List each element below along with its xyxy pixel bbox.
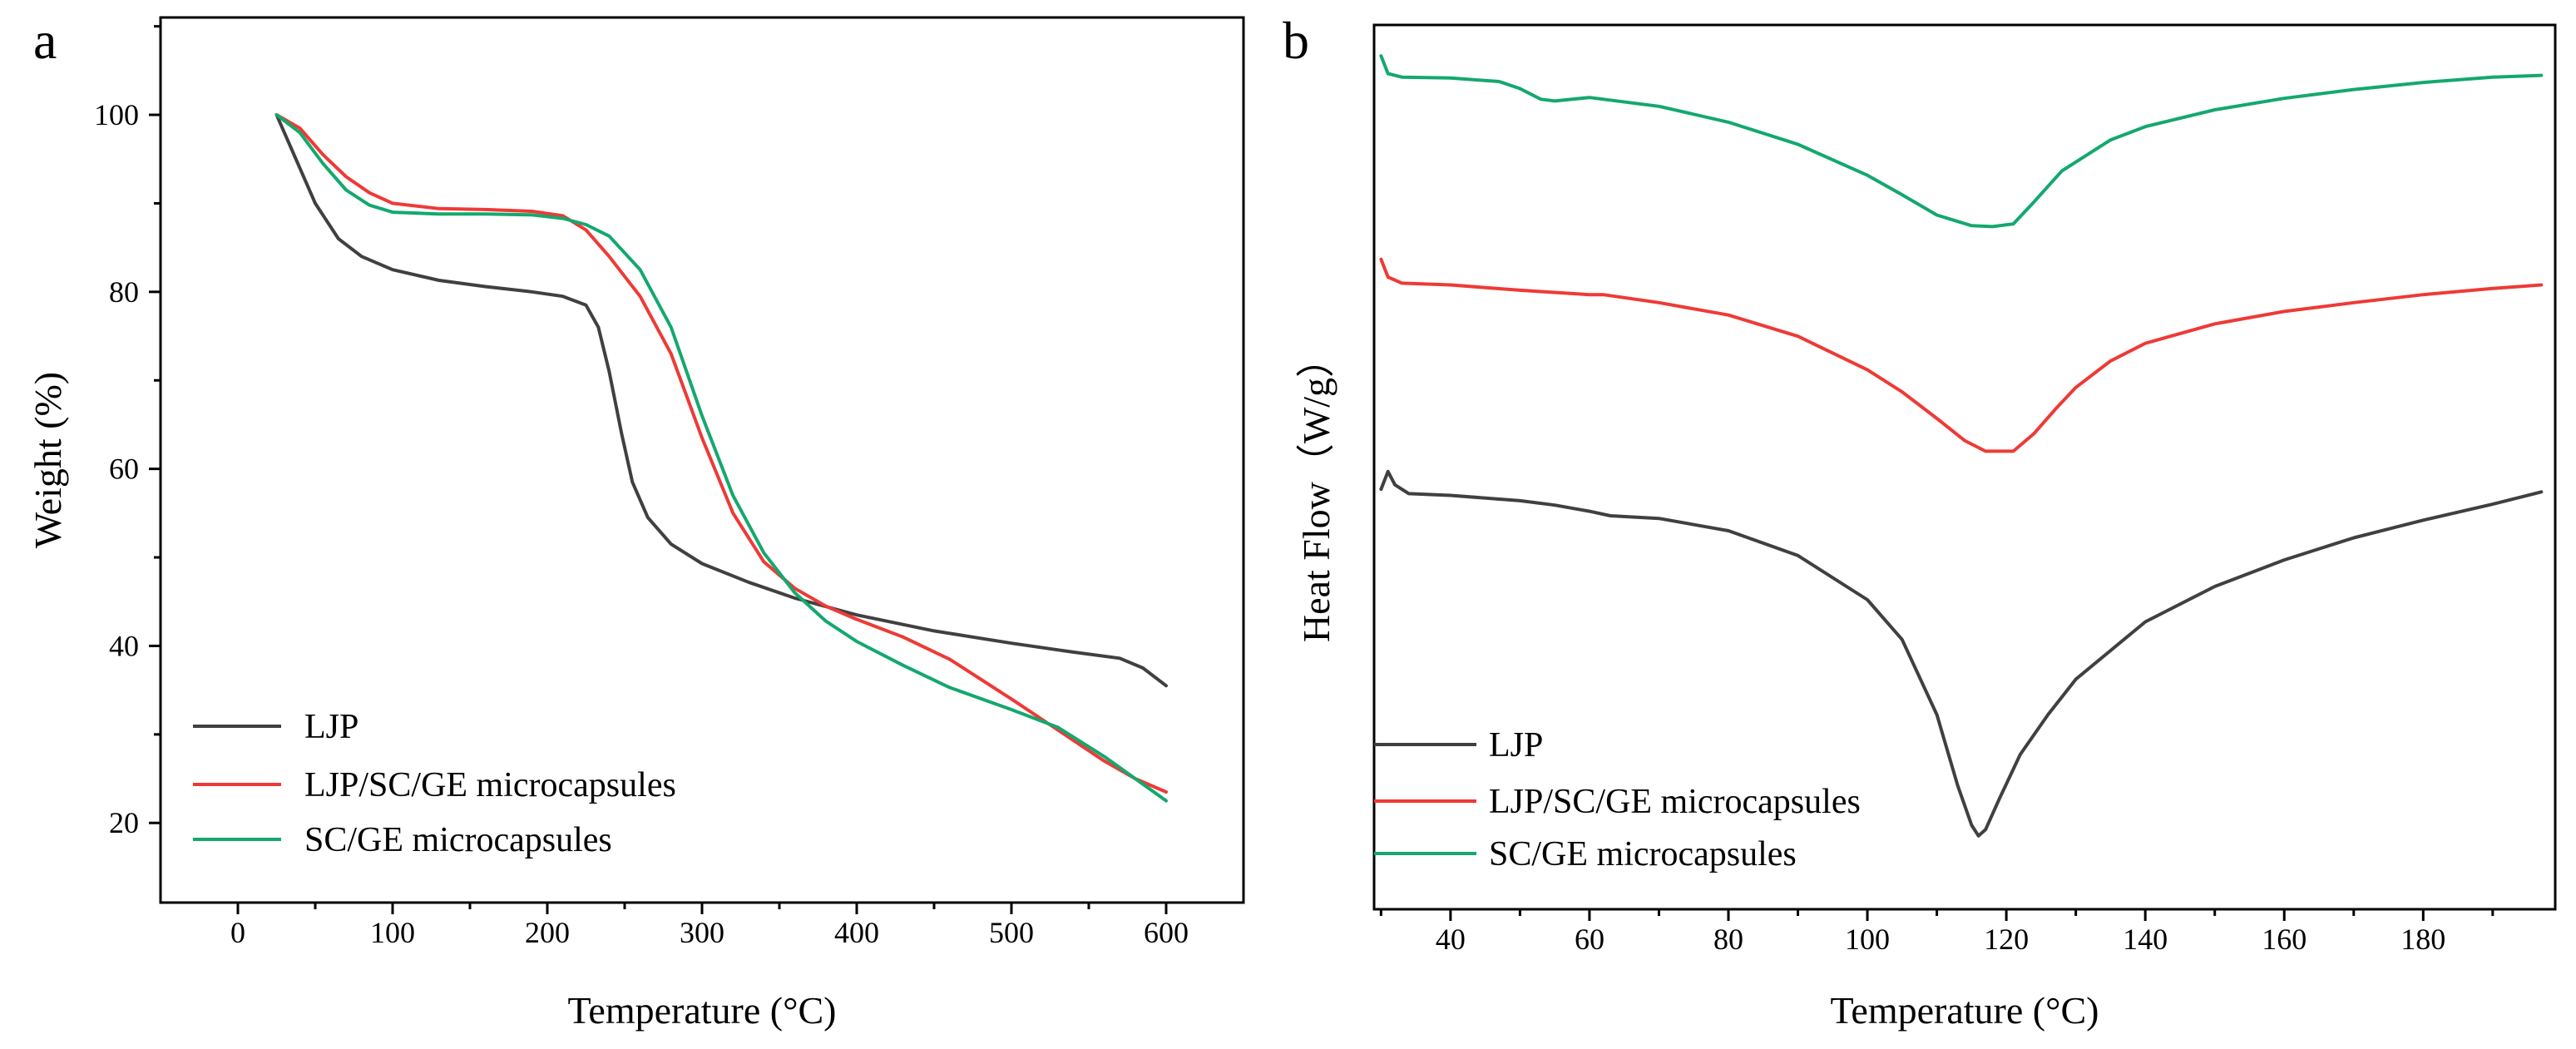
panel-a-x-tick-label: 600 (1144, 916, 1189, 949)
panel-a-y-tick-label: 40 (109, 629, 139, 662)
legend-label-ljp-sc-ge: LJP/SC/GE microcapsules (1489, 783, 1861, 821)
panel-b-x-tick-label: 40 (1436, 923, 1466, 956)
panel-a-series-ljp-sc-ge-microcapsules (274, 113, 1168, 794)
panel-a-y-tick-label: 20 (109, 806, 139, 839)
panel-b-series-sc-ge-microcapsules (1379, 54, 2544, 229)
panel-a-y-tick-label: 60 (109, 453, 139, 486)
panel-a-x-tick-label: 0 (230, 916, 245, 949)
panel-a-x-ticks: 0 100 200 300 400 500 600 (230, 903, 1189, 949)
legend-label-ljp: LJP (1489, 726, 1543, 764)
legend-label-ljp: LJP (304, 708, 358, 746)
panel-b-x-tick-label: 180 (2400, 923, 2445, 956)
panel-b-y-axis-label: Heat Flow（W/g） (1295, 339, 1337, 642)
panel-b: b 40 60 80 100 120 140 160 180 Temperature (°C)… (1283, 11, 2557, 1032)
panel-b-x-tick-label: 80 (1713, 923, 1743, 956)
panel-b-label: b (1283, 11, 1309, 70)
panel-a-x-tick-label: 300 (680, 916, 724, 949)
panel-a-series-ljp (274, 113, 1168, 688)
panel-a-y-axis-label: Weight (%) (27, 372, 69, 548)
panel-b-x-tick-label: 100 (1845, 923, 1890, 956)
panel-a-x-tick-label: 100 (370, 916, 415, 949)
panel-a-x-tick-label: 200 (525, 916, 570, 949)
legend-label-sc-ge: SC/GE microcapsules (1489, 835, 1797, 873)
panel-b-x-tick-label: 140 (2123, 923, 2168, 956)
legend-label-sc-ge: SC/GE microcapsules (304, 821, 612, 859)
panel-a-label: a (33, 11, 57, 70)
panel-a-x-axis-label: Temperature (°C) (568, 989, 837, 1032)
panel-a-y-tick-label: 80 (109, 275, 139, 309)
panel-a-x-tick-label: 500 (989, 916, 1034, 949)
panel-b-series (1379, 54, 2544, 838)
panel-b-x-axis-label: Temperature (°C) (1831, 989, 2099, 1032)
panel-a-series (274, 113, 1168, 803)
panel-b-x-ticks: 40 60 80 100 120 140 160 180 (1379, 909, 2494, 956)
panel-a-y-tick-label: 100 (94, 98, 139, 131)
panel-b-legend: LJP LJP/SC/GE microcapsules SC/GE microc… (1374, 726, 1861, 873)
panel-b-series-ljp-sc-ge-microcapsules (1379, 257, 2544, 453)
legend-label-ljp-sc-ge: LJP/SC/GE microcapsules (304, 766, 676, 804)
panel-b-plot-frame (1372, 23, 2557, 911)
panel-a-series-sc-ge-microcapsules (274, 113, 1168, 803)
panel-b-x-tick-label: 60 (1575, 923, 1604, 956)
panel-a-y-ticks: 20 40 60 80 100 (94, 25, 161, 839)
panel-b-series-ljp (1379, 469, 2544, 838)
panel-b-x-tick-label: 160 (2262, 923, 2307, 956)
panel-b-x-tick-label: 120 (1984, 923, 2029, 956)
panel-a-legend: LJP LJP/SC/GE microcapsules SC/GE microc… (193, 708, 676, 859)
panel-a-x-tick-label: 400 (834, 916, 879, 949)
panel-a: a 0 100 200 300 400 500 600 20 40 60 80 100 Temper… (27, 11, 1245, 1032)
